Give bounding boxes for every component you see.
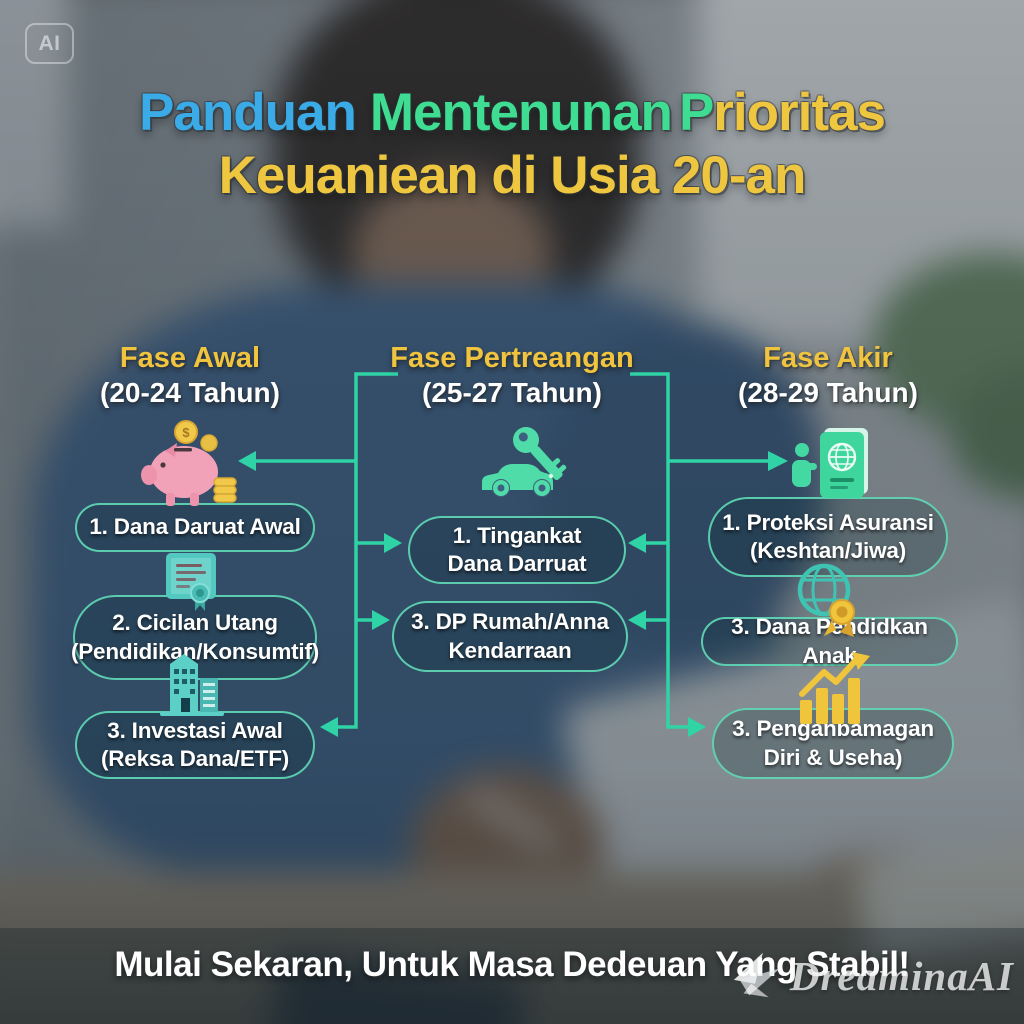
piggy-bank-icon: $: [141, 420, 237, 506]
bottom-band-overlay: [0, 928, 1024, 1024]
building-icon: [160, 654, 224, 716]
title-line-1: Panduan Mentenunan Prioritas: [0, 82, 1024, 145]
box-line: (Pendidikan/Konsumtif): [70, 638, 320, 664]
globe-medal-icon: [797, 563, 855, 637]
phase-range: (25-27 Tahun): [422, 377, 602, 408]
box-line: 1. Dana Daruat Awal: [89, 514, 301, 540]
box-line: Kendarraan: [448, 637, 572, 663]
priority-box-dana-darurat-awal: 1. Dana Daruat Awal: [75, 503, 315, 552]
dreamina-logo-icon: [733, 952, 781, 998]
box-line: Diri & Useha): [763, 744, 903, 770]
phase-range: (28-29 Tahun): [738, 377, 918, 408]
box-line: Dana Darruat: [447, 551, 587, 576]
box-line: 1. Proteksi Asuransi: [722, 509, 934, 535]
watermark: DreaminaAI: [730, 947, 1014, 1005]
phase-name: Fase Awal: [119, 342, 261, 374]
box-line: (Reksa Dana/ETF): [100, 746, 290, 771]
title-word-3-initial: P: [678, 83, 714, 142]
box-line: 1. Tingankat: [452, 522, 582, 548]
box-line: (Keshtan/Jiwa): [750, 538, 906, 563]
title-line-2: Keuaniean di Usia 20-an: [218, 145, 807, 205]
ai-badge-label: AI: [38, 31, 61, 55]
phase-header-akhir: Fase Akir (28-29 Tahun): [678, 340, 978, 409]
title-word-1: Panduan: [139, 83, 357, 142]
phase-header-awal: Fase Awal (20-24 Tahun): [40, 340, 340, 409]
priority-box-proteksi-asuransi: 1. Proteksi Asuransi (Keshtan/Jiwa): [708, 497, 948, 577]
box-line: 3. Investasi Awal: [107, 717, 283, 743]
priority-box-tingkatkan-dana-darurat: 1. Tingankat Dana Darruat: [408, 516, 626, 584]
title-word-3-rest: rioritas: [713, 83, 886, 142]
phase-range: (20-24 Tahun): [100, 377, 280, 408]
footer-cta: Mulai Sekaran, Untuk Masa Dedeuan Yang S…: [114, 945, 910, 984]
box-line: 3. DP Rumah/Anna: [411, 609, 609, 635]
watermark-text: DreaminaAI: [789, 953, 1014, 999]
box-line: 2. Cicilan Utang: [112, 610, 278, 636]
priority-box-investasi-awal: 3. Investasi Awal (Reksa Dana/ETF): [75, 711, 315, 779]
certificate-icon: [166, 553, 216, 611]
ai-watermark-badge: AI: [25, 23, 74, 64]
page-title: Panduan Mentenunan Prioritas Keuaniean di …: [0, 82, 1024, 207]
passport-icon: [792, 428, 868, 498]
phase-name: Fase Akir: [763, 342, 893, 374]
title-word-2: Mentenunan: [369, 83, 673, 142]
phase-name: Fase Pertreangan: [390, 342, 634, 374]
growth-chart-icon: [799, 652, 870, 724]
priority-box-dp-rumah-kendaraan: 3. DP Rumah/Anna Kendarraan: [392, 601, 628, 672]
phase-header-pertengahan: Fase Pertreangan (25-27 Tahun): [366, 340, 658, 409]
svg-text:$: $: [182, 425, 190, 440]
key-car-icon: [482, 427, 567, 497]
